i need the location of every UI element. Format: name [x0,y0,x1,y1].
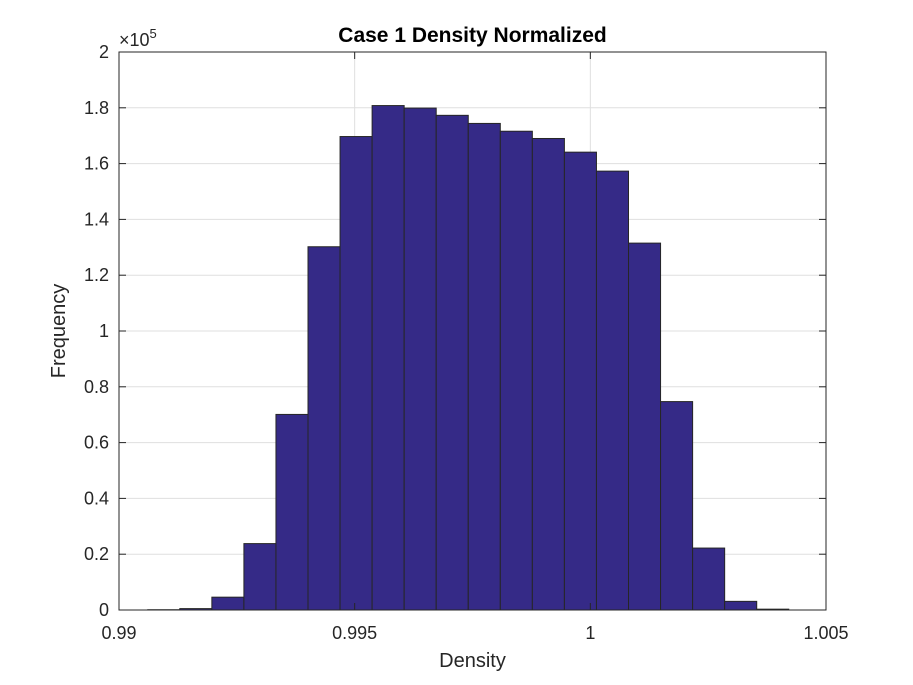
histogram-bar [339,136,373,611]
histogram-bar [403,107,437,611]
tick-labels: 0 0.2 0.4 0.6 0.8 1 1.2 1.4 1.6 1.8 2 0.99 0.995 1 1.0… [84,42,849,643]
histogram-bar [211,596,245,611]
histogram-bar [275,413,309,611]
axis-ticks [118,51,827,611]
histogram-bars [147,105,790,611]
histogram-bar [628,242,662,611]
y-tick-label: 0.2 [84,544,109,564]
y-tick-label: 0 [99,600,109,620]
y-tick-label: 1 [99,321,109,341]
histogram-bar [724,600,758,611]
y-tick-label: 0.6 [84,433,109,453]
y-tick-label: 1.8 [84,98,109,118]
y-tick-label: 0.4 [84,488,109,508]
histogram-bar [435,114,469,611]
x-tick-label: 1 [585,623,595,643]
histogram-bar [243,543,277,611]
y-tick-label: 1.4 [84,209,109,229]
histogram-bar [467,122,501,611]
chart-title: Case 1 Density Normalized [338,24,606,47]
y-tick-label: 1.6 [84,154,109,174]
histogram-bar [371,105,405,611]
y-axis-label: Frequency [48,284,70,379]
y-tick-label: 1.2 [84,265,109,285]
x-tick-label: 0.995 [332,623,377,643]
y-axis-exponent: ×105 [119,26,157,50]
histogram-bar [563,151,597,611]
histogram-bar [692,547,726,611]
y-axis-exponent-power: 5 [150,26,157,41]
histogram-bar [499,130,533,611]
histogram-bar [660,401,694,611]
x-axis-label: Density [439,650,506,672]
y-axis-exponent-base: ×10 [119,30,150,50]
y-tick-label: 2 [99,42,109,62]
histogram-bar [307,246,341,611]
histogram-bar [531,137,565,611]
x-tick-label: 0.99 [101,623,136,643]
y-tick-label: 0.8 [84,377,109,397]
x-tick-label: 1.005 [803,623,848,643]
histogram-bar [595,170,630,611]
